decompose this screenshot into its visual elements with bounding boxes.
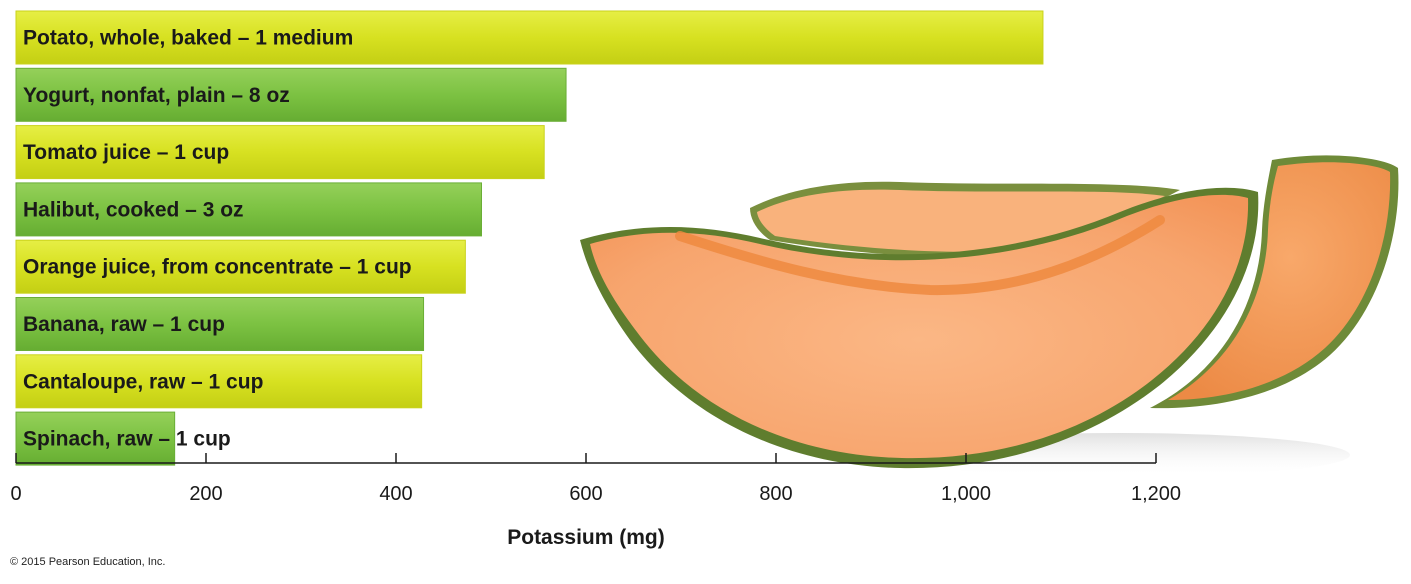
bar-4 (15, 239, 466, 294)
bar-2 (15, 125, 545, 180)
x-tick-label-0: 0 (10, 483, 21, 505)
bar-label-3: Halibut, cooked – 3 oz (23, 198, 244, 221)
bar-label-2: Tomato juice – 1 cup (23, 141, 229, 164)
x-tick-label-4: 800 (759, 483, 792, 505)
bar-1 (15, 67, 567, 122)
copyright-notice: © 2015 Pearson Education, Inc. (10, 556, 166, 568)
bar-label-1: Yogurt, nonfat, plain – 8 oz (23, 84, 290, 107)
bar-label-5: Banana, raw – 1 cup (23, 313, 225, 336)
cantaloupe-image (580, 155, 1399, 477)
bar-3 (15, 182, 482, 237)
bars-layer: Potato, whole, baked – 1 medium Yogurt, n… (15, 10, 1044, 466)
x-axis: 0 200 400 600 800 1,000 1,200 (10, 453, 1181, 505)
x-tick-label-2: 400 (379, 483, 412, 505)
x-tick-label-5: 1,000 (941, 483, 991, 505)
x-tick-label-1: 200 (189, 483, 222, 505)
x-tick-label-6: 1,200 (1131, 483, 1181, 505)
bar-6 (15, 354, 423, 409)
x-tick-label-3: 600 (569, 483, 602, 505)
bar-0 (15, 10, 1044, 65)
bar-label-0: Potato, whole, baked – 1 medium (23, 27, 353, 50)
bar-5 (15, 297, 425, 351)
x-axis-title: Potassium (mg) (507, 526, 665, 549)
bar-7 (15, 411, 176, 466)
bar-label-4: Orange juice, from concentrate – 1 cup (23, 256, 412, 279)
bar-label-7: Spinach, raw – 1 cup (23, 428, 231, 451)
bar-label-6: Cantaloupe, raw – 1 cup (23, 370, 263, 393)
